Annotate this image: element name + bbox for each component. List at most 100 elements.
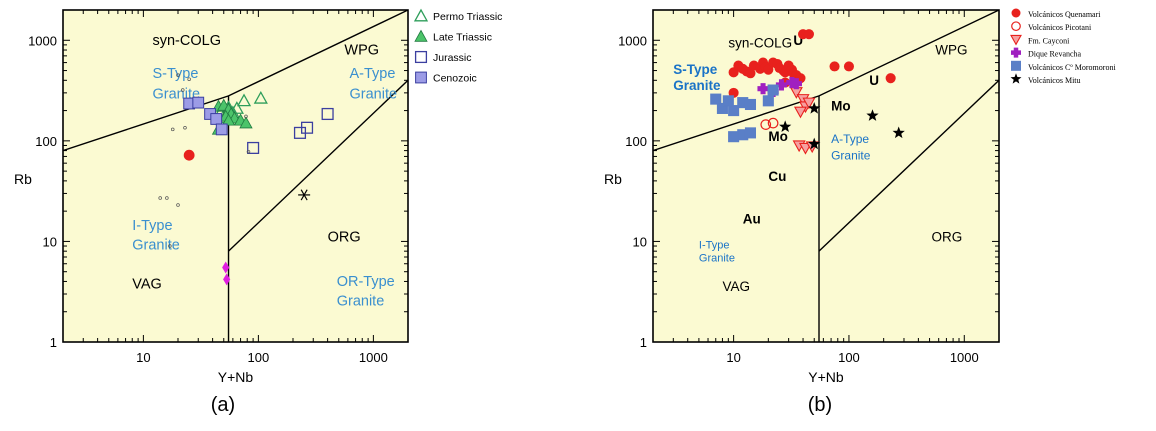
data-point bbox=[158, 196, 162, 200]
data-point bbox=[760, 119, 772, 130]
data-point bbox=[808, 102, 821, 114]
field-label: Mo bbox=[831, 99, 851, 114]
field-label: Mo bbox=[768, 129, 788, 144]
legend-label: Volcánicos Mitu bbox=[1028, 76, 1081, 85]
data-point bbox=[829, 61, 840, 72]
x-axis-label: Y+Nb bbox=[218, 369, 254, 385]
y-tick-label: 1000 bbox=[618, 33, 647, 48]
x-axis-label: Y+Nb bbox=[808, 369, 844, 385]
legend-marker bbox=[1010, 73, 1022, 84]
data-point bbox=[793, 106, 808, 119]
chart-panel-a: 10 100 1000 1 10 100 1000 Y+Nb Rb syn-COLG S-Type G… bbox=[14, 8, 502, 416]
field-label: WPG bbox=[935, 43, 967, 58]
y-tick-label: 1000 bbox=[28, 33, 57, 48]
field-boundaries bbox=[63, 10, 408, 342]
plot-area bbox=[62, 9, 409, 343]
series-unnamed-4 bbox=[183, 149, 195, 161]
legend-marker bbox=[1011, 8, 1021, 18]
field-label: S-Type bbox=[152, 66, 198, 82]
data-point bbox=[885, 73, 896, 84]
data-point bbox=[790, 78, 802, 90]
field-label: S-Type bbox=[673, 62, 717, 77]
data-point bbox=[775, 79, 788, 91]
data-point bbox=[192, 96, 205, 109]
legend-marker bbox=[415, 71, 427, 84]
data-point bbox=[762, 95, 774, 107]
data-point bbox=[763, 64, 774, 75]
data-point bbox=[168, 244, 172, 248]
y-tick-label: 10 bbox=[633, 234, 647, 249]
panel-label: (b) bbox=[808, 394, 832, 416]
field-label: Granite bbox=[132, 238, 180, 254]
legend-marker bbox=[1011, 21, 1021, 32]
field-label: VAG bbox=[132, 277, 162, 293]
data-point bbox=[728, 131, 740, 143]
field-label: A-Type bbox=[350, 66, 396, 82]
data-point bbox=[170, 127, 175, 132]
data-point bbox=[223, 273, 231, 286]
data-point bbox=[321, 107, 334, 121]
series-unnamed-7 bbox=[158, 73, 251, 248]
field-label: WPG bbox=[344, 43, 379, 59]
asterisk-stroke bbox=[300, 189, 308, 201]
data-point bbox=[744, 127, 757, 139]
axis-ticks bbox=[652, 9, 1000, 343]
legend-label: Volcánicos Cº Moromoroni bbox=[1028, 63, 1116, 72]
data-point bbox=[716, 102, 728, 114]
legend-marker bbox=[414, 50, 428, 64]
data-point bbox=[221, 113, 236, 126]
series-jurassic bbox=[247, 107, 334, 154]
data-point bbox=[808, 137, 821, 150]
field-label: OR-Type bbox=[337, 274, 395, 290]
legend-label: Volcánicos Picotani bbox=[1028, 23, 1092, 32]
data-point bbox=[298, 189, 311, 201]
data-point bbox=[301, 121, 314, 134]
field-label: VAG bbox=[722, 279, 750, 294]
field-boundaries bbox=[653, 10, 999, 342]
legend-label: Permo Triassic bbox=[433, 11, 502, 23]
x-tick-label: 10 bbox=[726, 350, 740, 365]
field-label: Granite bbox=[831, 149, 871, 163]
data-point bbox=[745, 68, 756, 79]
data-point bbox=[215, 123, 228, 136]
field-label: U bbox=[869, 73, 879, 88]
data-point bbox=[892, 126, 905, 139]
data-point bbox=[710, 93, 722, 105]
data-point bbox=[176, 203, 180, 207]
field-label: Granite bbox=[337, 294, 385, 310]
data-point bbox=[767, 117, 779, 129]
data-point bbox=[744, 98, 757, 111]
y-axis-label: Rb bbox=[604, 171, 622, 187]
data-point bbox=[239, 116, 253, 129]
data-point bbox=[210, 113, 223, 125]
legend-label: Jurassic bbox=[433, 52, 472, 64]
data-point bbox=[247, 141, 260, 154]
field-label: Granite bbox=[673, 78, 721, 93]
legend-marker bbox=[414, 29, 428, 42]
data-point bbox=[181, 88, 185, 92]
y-tick-label: 100 bbox=[35, 134, 57, 149]
series-unnamed-5 bbox=[222, 261, 231, 286]
data-point bbox=[187, 77, 191, 81]
boundary-line bbox=[818, 79, 999, 252]
field-label: Granite bbox=[350, 86, 398, 102]
x-tick-label: 10 bbox=[136, 350, 150, 365]
data-point bbox=[236, 93, 252, 107]
data-point bbox=[767, 84, 779, 96]
y-axis-label: Rb bbox=[14, 171, 32, 187]
legend-label: Late Triassic bbox=[433, 32, 492, 44]
legend-marker bbox=[1011, 60, 1021, 71]
series-volc-nicos-picotani bbox=[760, 117, 779, 130]
series-volc-nicos-c-moromoroni bbox=[710, 84, 779, 143]
panel-label: (a) bbox=[211, 394, 235, 416]
field-label: Cu bbox=[768, 169, 786, 184]
axis-ticks bbox=[62, 9, 409, 343]
field-label: I-Type bbox=[132, 218, 172, 234]
series-unnamed-6 bbox=[298, 189, 311, 201]
y-tick-label: 1 bbox=[640, 335, 647, 350]
data-point bbox=[176, 73, 180, 77]
y-tick-label: 10 bbox=[43, 234, 57, 249]
field-label: syn-COLG bbox=[152, 33, 221, 49]
